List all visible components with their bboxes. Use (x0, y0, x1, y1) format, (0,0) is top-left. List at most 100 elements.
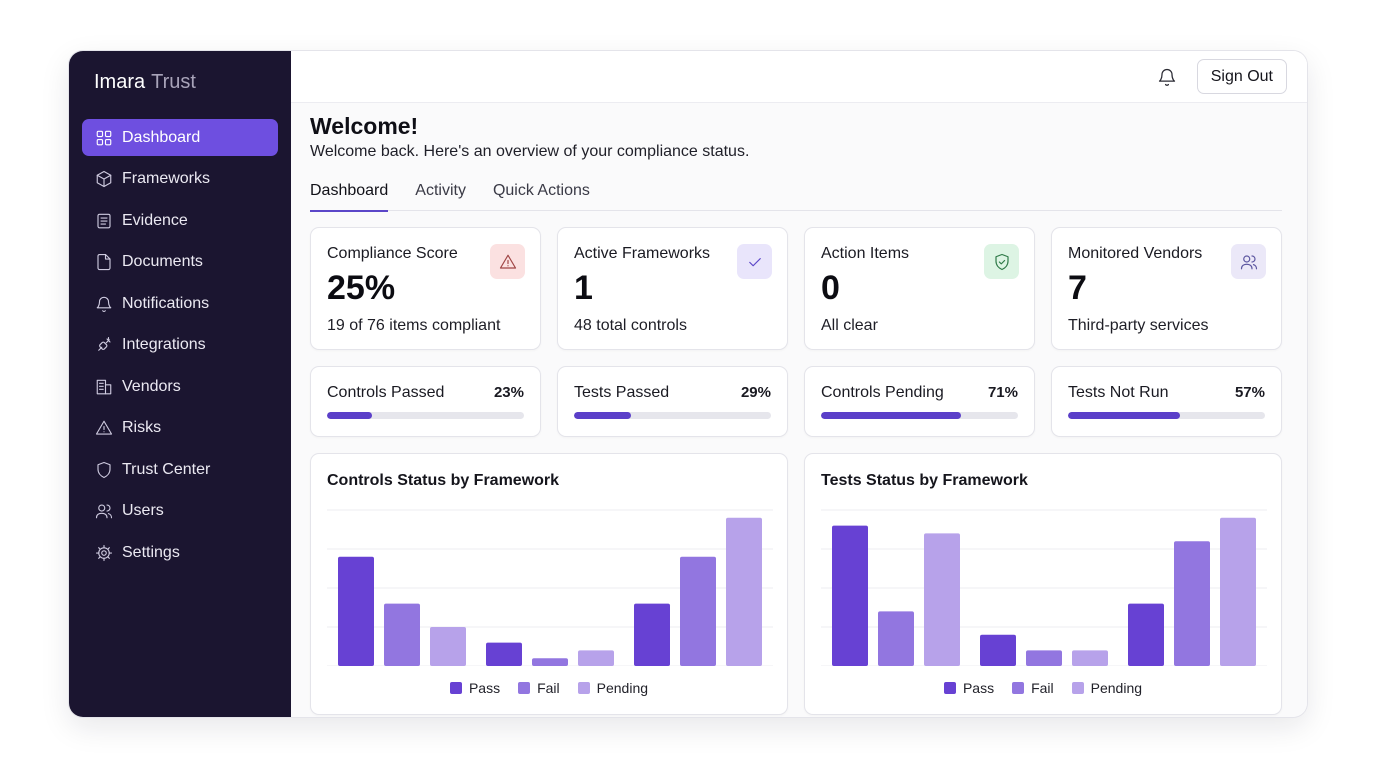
stat-description: 19 of 76 items compliant (327, 317, 501, 334)
check-icon (737, 244, 772, 279)
chart-title: Tests Status by Framework (821, 472, 1028, 489)
brand-logo[interactable]: Imara Trust (69, 51, 291, 113)
sidebar-item-evidence[interactable]: Evidence (82, 202, 278, 239)
progress-label: Tests Not Run (1068, 384, 1169, 401)
file-icon (95, 253, 113, 271)
sidebar-item-dashboard[interactable]: Dashboard (82, 119, 278, 156)
stat-value: 7 (1068, 269, 1087, 307)
bar-fail (532, 658, 568, 666)
legend-swatch (518, 682, 531, 694)
chart-row: Controls Status by Framework Pass Fail Pen… (310, 453, 1282, 715)
bar-pending (1072, 650, 1108, 666)
legend-item: Pass (943, 680, 995, 696)
building-icon (95, 378, 113, 396)
legend-label: Pass (962, 680, 995, 696)
stat-value: 25% (327, 269, 396, 307)
sidebar: Imara Trust Dashboard Frameworks Evidenc… (69, 51, 291, 717)
main-area: Sign Out Welcome! Welcome back. Here's a… (291, 51, 1307, 717)
sidebar-item-risks[interactable]: Risks (82, 410, 278, 447)
sidebar-item-frameworks[interactable]: Frameworks (82, 161, 278, 198)
stat-card-active-frameworks: Active Frameworks 1 48 total controls (557, 227, 788, 350)
legend-swatch (943, 682, 956, 694)
legend-item: Fail (1012, 680, 1054, 696)
progress-track (327, 412, 524, 419)
progress-percent: 23% (493, 384, 524, 401)
page-title: Welcome! (310, 113, 419, 139)
bell-icon[interactable] (1156, 66, 1178, 88)
legend-swatch (449, 682, 462, 694)
sidebar-item-label: Notifications (122, 294, 210, 312)
progress-track (574, 412, 771, 419)
progress-fill (327, 412, 373, 419)
bar-pass (1128, 603, 1164, 666)
legend-swatch (577, 682, 590, 694)
dashboard-content: Welcome! Welcome back. Here's an overvie… (291, 103, 1307, 715)
chart-card-controls-status: Controls Status by Framework Pass Fail Pen… (310, 453, 788, 715)
progress-percent: 57% (1234, 384, 1265, 401)
sidebar-item-label: Dashboard (122, 128, 201, 146)
tab-dashboard[interactable]: Dashboard (310, 181, 389, 212)
legend-swatch (1012, 682, 1025, 694)
sidebar-nav: Dashboard Frameworks Evidence Documents … (69, 113, 291, 571)
bar-pass (832, 525, 868, 666)
stat-description: 48 total controls (574, 317, 687, 334)
sidebar-item-label: Users (122, 502, 164, 519)
stat-cards: Compliance Score 25% 19 of 76 items comp… (310, 227, 1282, 350)
progress-fill (821, 412, 961, 419)
progress-label: Controls Pending (821, 384, 944, 401)
warning-icon (95, 419, 113, 437)
bar-fail (1174, 541, 1210, 666)
sidebar-item-label: Frameworks (122, 170, 211, 187)
tab-bar: Dashboard Activity Quick Actions (310, 181, 1282, 212)
stat-value: 0 (821, 269, 840, 307)
bar-fail (1026, 650, 1062, 666)
stat-value: 1 (574, 269, 593, 307)
sign-out-button[interactable]: Sign Out (1196, 59, 1287, 94)
file-text-icon (95, 212, 113, 230)
sidebar-item-notifications[interactable]: Notifications (82, 285, 278, 322)
legend-item: Pending (577, 680, 648, 696)
stat-card-action-items: Action Items 0 All clear (804, 227, 1035, 350)
stat-label: Active Frameworks (574, 245, 711, 262)
bar-chart-tests (821, 509, 1267, 666)
shield-check-icon (984, 244, 1019, 279)
legend-item: Pass (449, 680, 500, 696)
page-subtitle: Welcome back. Here's an overview of your… (310, 143, 750, 160)
legend-item: Pending (1071, 680, 1142, 696)
sidebar-item-integrations[interactable]: Integrations (82, 327, 278, 364)
sidebar-item-label: Evidence (122, 211, 188, 229)
chart-legend: Pass Fail Pending (805, 680, 1281, 696)
progress-cards: Controls Passed 23% Tests Passed 29% Contr… (310, 366, 1282, 437)
bar-pending (430, 627, 466, 666)
bar-pass (980, 634, 1016, 666)
sidebar-item-label: Integrations (122, 336, 206, 353)
topbar: Sign Out (291, 51, 1307, 103)
chart-card-tests-status: Tests Status by Framework Pass Fail Pendin… (804, 453, 1282, 715)
sidebar-item-label: Documents (122, 253, 203, 270)
brand-suffix: Trust (151, 70, 196, 93)
sidebar-item-vendors[interactable]: Vendors (82, 368, 278, 405)
legend-label: Fail (537, 680, 560, 696)
bar-pending (726, 517, 762, 666)
sidebar-item-label: Trust Center (122, 460, 211, 478)
stat-label: Compliance Score (327, 245, 458, 262)
grid-icon (95, 129, 113, 147)
sidebar-item-documents[interactable]: Documents (82, 244, 278, 281)
progress-label: Controls Passed (327, 384, 445, 401)
sidebar-item-label: Risks (122, 419, 162, 436)
warning-icon (490, 244, 525, 279)
tab-quick-actions[interactable]: Quick Actions (492, 182, 590, 199)
tab-activity[interactable]: Activity (415, 182, 466, 199)
box-icon (95, 170, 113, 188)
chart-legend: Pass Fail Pending (311, 680, 787, 696)
progress-fill (1068, 412, 1181, 419)
sidebar-item-settings[interactable]: Settings (82, 534, 278, 571)
stat-description: All clear (821, 317, 878, 334)
plug-icon (95, 336, 113, 354)
progress-percent: 29% (740, 384, 771, 401)
sidebar-item-trust-center[interactable]: Trust Center (82, 451, 278, 488)
shield-icon (95, 461, 113, 479)
bar-pass (634, 603, 670, 666)
stat-card-compliance-score: Compliance Score 25% 19 of 76 items comp… (310, 227, 541, 350)
sidebar-item-users[interactable]: Users (82, 493, 278, 530)
